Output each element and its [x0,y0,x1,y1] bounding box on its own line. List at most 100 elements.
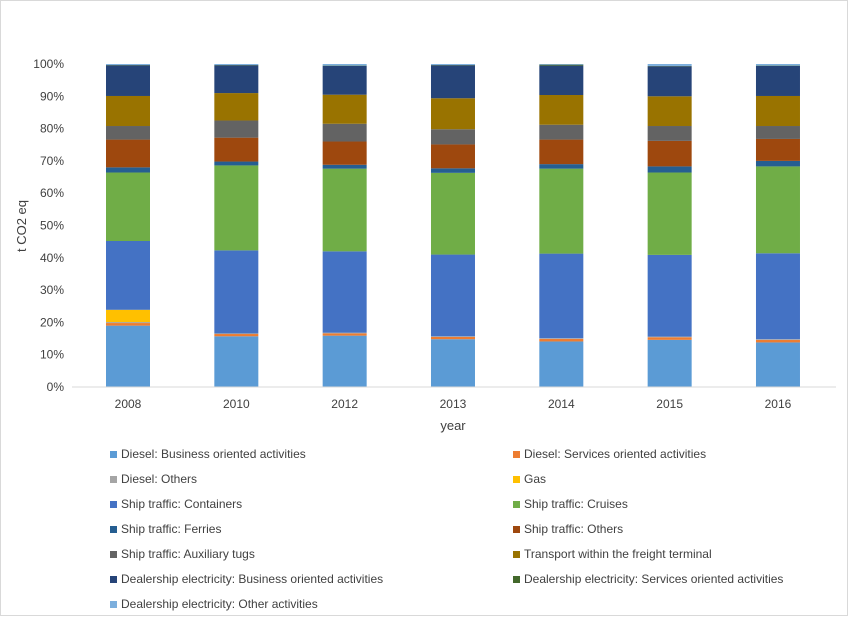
y-tick-label: 30% [40,283,64,297]
bar-segment [322,332,367,334]
bar-segment [539,95,584,125]
legend-item: Dealership electricity: Other activities [110,596,318,612]
bar-segment [214,250,259,334]
bar-segment [322,64,367,66]
legend-label: Dealership electricity: Other activities [121,597,318,611]
bar-segment [755,160,800,167]
legend-swatch [513,525,520,533]
y-tick-label: 90% [40,89,64,103]
legend-label: Transport within the freight terminal [524,547,712,561]
bar-segment [106,139,150,168]
y-tick-label: 40% [40,251,64,265]
x-tick-label: 2014 [548,397,575,411]
bar-segment [214,165,259,251]
y-axis-title: t CO2 eq [14,200,29,252]
legend-label: Dealership electricity: Services oriente… [524,572,784,586]
bar-segment [322,141,367,165]
legend-label: Ship traffic: Others [524,522,624,536]
bar-segment [430,172,475,255]
bar-segment [539,65,584,96]
bar-segment [755,95,800,127]
bar-segment [106,167,150,173]
bar-segment [755,339,800,343]
legend-label: Diesel: Business oriented activities [121,447,306,461]
bar-segment [322,335,367,387]
legend-swatch [513,450,520,458]
legend-item: Gas [513,471,546,487]
y-tick-label: 20% [40,315,64,329]
y-tick-label: 10% [40,348,64,362]
bar-segment [539,124,584,140]
bar-segment [106,322,150,324]
x-axis-ticks: 2008 2010 2012 2013 2014 2015 2016 [115,397,792,411]
legend-swatch [110,475,117,483]
legend-label: Ship traffic: Ferries [121,522,222,536]
bar-segment [647,64,692,66]
legend-label: Ship traffic: Auxiliary tugs [121,547,255,561]
bar-segment [647,254,692,337]
legend-item: Dealership electricity: Services oriente… [513,571,783,587]
bar-segment [539,64,584,66]
bar-segment [214,137,259,162]
legend-label: Ship traffic: Containers [121,497,243,511]
bar-segment [430,254,475,337]
y-tick-label: 50% [40,219,64,233]
x-tick-label: 2015 [656,397,683,411]
bar-segment [214,333,259,335]
bar-segment [430,129,475,145]
bar-segment [214,120,259,138]
bar-segment [539,341,584,387]
bar-segment [106,241,150,310]
legend-swatch [513,475,520,483]
legend-swatch [110,500,117,508]
bar-segment [106,65,150,96]
legend-item: Ship traffic: Others [513,521,623,537]
legend-swatch [110,550,117,558]
bar-segment [755,65,800,96]
legend-item: Ship traffic: Containers [110,496,242,512]
legend-item: Diesel: Services oriented activities [513,446,706,462]
legend-item: Diesel: Business oriented activities [110,446,306,462]
legend-item: Ship traffic: Ferries [110,521,221,537]
bar-segment [755,253,800,340]
bar-segment [322,94,367,124]
bar-segment [322,164,367,169]
x-axis-title: year [440,418,466,433]
bar-segment [755,342,800,387]
bar-segment [430,65,475,99]
legend-label: Dealership electricity: Business oriente… [121,572,384,586]
bar-segment [322,123,367,142]
legend-item: Dealership electricity: Business oriente… [110,571,383,587]
bar-segment [430,336,475,337]
legend-swatch [513,550,520,558]
bar-segment [106,309,150,323]
legend-item: Diesel: Others [110,471,197,487]
bar-segment [106,95,150,127]
bar-segment [647,337,692,340]
bar-segment [755,166,800,254]
x-tick-label: 2016 [765,397,792,411]
bar-segment [647,96,692,127]
legend-label: Diesel: Others [121,472,198,486]
bar-segment [647,126,692,141]
bar-segment [214,93,259,121]
bar-segment [430,64,475,65]
legend-swatch [110,600,117,608]
bar-segment [430,144,475,169]
legend-swatch [110,575,117,583]
bar-segment [214,161,259,166]
legend-swatch [110,525,117,533]
bar-segment [755,126,800,139]
bar-segment [539,139,584,165]
bar-segment [106,64,150,65]
bar-segment [322,65,367,95]
legend-swatch [513,575,520,583]
legend-label: Ship traffic: Cruises [524,497,628,511]
bar-segment [755,64,800,66]
bar-segment [430,336,475,340]
y-tick-label: 70% [40,154,64,168]
bar-segment [214,65,259,94]
bar-segment [106,126,150,140]
bar-segment [539,338,584,342]
